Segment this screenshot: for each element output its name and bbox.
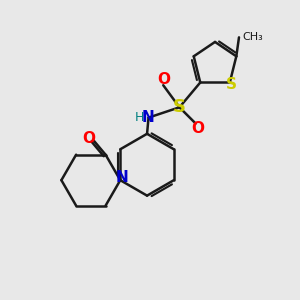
Text: H: H xyxy=(134,111,144,124)
Text: CH₃: CH₃ xyxy=(242,32,263,42)
Text: N: N xyxy=(142,110,154,125)
Text: O: O xyxy=(191,121,205,136)
Text: S: S xyxy=(226,77,237,92)
Text: O: O xyxy=(157,72,170,87)
Text: S: S xyxy=(173,98,186,116)
Text: O: O xyxy=(82,131,95,146)
Text: N: N xyxy=(116,170,128,185)
